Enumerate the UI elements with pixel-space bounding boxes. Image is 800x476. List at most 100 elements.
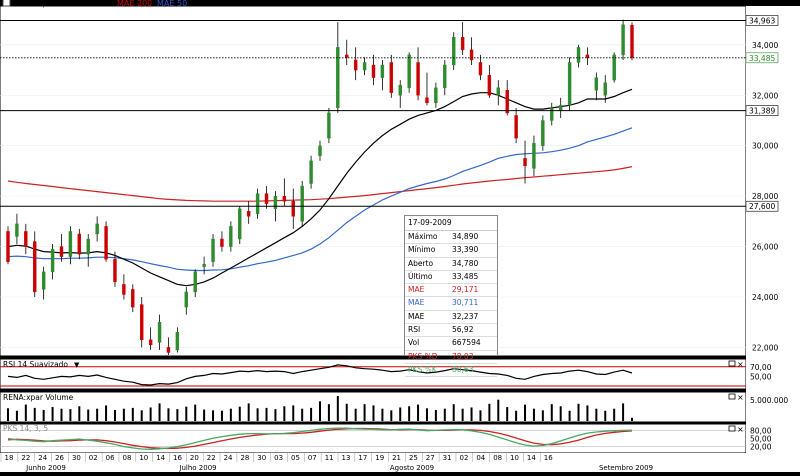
day-tick-label: 25 bbox=[409, 454, 418, 462]
volume-bar bbox=[550, 404, 553, 421]
volume-bar bbox=[256, 408, 259, 421]
dropdown-arrow-icon[interactable]: ▼ bbox=[74, 361, 80, 369]
grid-lines bbox=[0, 44, 746, 348]
rsi-line bbox=[7, 364, 633, 386]
volume-bar bbox=[229, 408, 232, 421]
candle-body bbox=[362, 62, 367, 71]
maximize-icon[interactable] bbox=[728, 425, 736, 432]
volume-bar bbox=[158, 403, 161, 421]
candle-body bbox=[550, 107, 554, 121]
candle-body bbox=[336, 47, 340, 109]
day-tick-label: 14 bbox=[156, 454, 165, 462]
price-tick-label: 26,000 bbox=[752, 243, 778, 252]
candle-body bbox=[460, 37, 465, 51]
level-label-box bbox=[745, 200, 779, 212]
tooltip-row-value: 34,890 bbox=[452, 232, 479, 241]
tooltip-row-label: MAE bbox=[408, 298, 425, 308]
header-icon[interactable] bbox=[2, 0, 11, 7]
volume-bar bbox=[310, 407, 313, 421]
day-tick-label: 26 bbox=[55, 454, 64, 462]
day-tick-label: 18 bbox=[5, 454, 14, 462]
day-tick-label: 16 bbox=[173, 454, 182, 462]
last-price-label: 33,485 bbox=[749, 54, 775, 63]
volume-tick-label: 5.000.000 bbox=[750, 396, 788, 405]
candle-body bbox=[407, 54, 411, 88]
candle-body bbox=[603, 82, 607, 96]
tooltip-row-label: RSI bbox=[408, 325, 421, 335]
dropdown-arrow-icon[interactable]: ▼ bbox=[222, 1, 227, 8]
tooltip-row: RSI 56,92 bbox=[405, 324, 497, 338]
dropdown-arrow-icon[interactable]: ▼ bbox=[112, 1, 117, 8]
ma-line-mae-20 bbox=[7, 88, 633, 287]
day-tick-label: 27 bbox=[426, 454, 435, 462]
volume-bar bbox=[167, 408, 170, 421]
level-label-box bbox=[745, 15, 779, 26]
candle-body bbox=[282, 195, 287, 202]
day-tick-label: 24 bbox=[224, 454, 233, 462]
volume-bar bbox=[24, 404, 27, 421]
volume-bar bbox=[452, 404, 455, 421]
volume-bar bbox=[461, 408, 464, 421]
close-icon[interactable]: × bbox=[737, 393, 744, 402]
rsi-panel[interactable] bbox=[0, 358, 747, 390]
tooltip-row-label: Último bbox=[408, 271, 433, 281]
volume-bar bbox=[577, 403, 580, 421]
day-tick-label: 22 bbox=[207, 454, 216, 462]
price-tick-label: 28,000 bbox=[752, 192, 778, 201]
candle-body bbox=[175, 332, 180, 351]
maximize-icon[interactable] bbox=[728, 360, 736, 367]
volume-bar bbox=[274, 409, 277, 421]
volume-bar bbox=[69, 409, 72, 421]
day-tick-label: 20 bbox=[190, 454, 199, 462]
candle-body bbox=[523, 158, 527, 167]
volume-bar bbox=[434, 409, 437, 421]
volume-bar bbox=[479, 410, 482, 421]
tooltip-row: Mínimo 33,390 bbox=[405, 244, 497, 258]
day-tick-label: 13 bbox=[342, 454, 351, 462]
tooltip-row: Aberto 34,780 bbox=[405, 258, 497, 271]
tooltip-row-value: 34,780 bbox=[452, 258, 479, 268]
candle-body bbox=[532, 142, 536, 169]
price-tick-label: 32,000 bbox=[752, 91, 778, 100]
candle-body bbox=[59, 246, 64, 257]
tooltip-row: PKS %D 78,03 bbox=[405, 351, 497, 364]
volume-bar bbox=[51, 407, 54, 421]
dropdown-arrow-icon[interactable]: ▼ bbox=[151, 1, 156, 8]
level-label: 31,389 bbox=[749, 107, 775, 116]
last-price-box bbox=[745, 52, 779, 64]
pks-line-pks-d bbox=[7, 427, 633, 450]
candle-body bbox=[140, 304, 144, 341]
day-tick-label: 02 bbox=[459, 454, 468, 462]
day-tick-label: 30 bbox=[72, 454, 81, 462]
candle-body bbox=[211, 238, 215, 262]
tooltip-row-value: 80,63 bbox=[452, 364, 474, 374]
volume-bar bbox=[622, 403, 625, 421]
price-tick-label: 34,000 bbox=[752, 41, 778, 50]
volume-bar bbox=[372, 405, 375, 421]
chart-header: RENA:xpar Diário TMG+0 MAE 200 MAE 50 MA… bbox=[2, 0, 223, 8]
candle-body bbox=[41, 271, 46, 290]
candle-body bbox=[398, 84, 402, 96]
maximize-icon[interactable] bbox=[728, 393, 736, 400]
dropdown-arrow-icon[interactable]: ▼ bbox=[187, 1, 192, 8]
candle-body bbox=[309, 160, 313, 184]
volume-bar bbox=[631, 417, 633, 421]
candle-body bbox=[122, 284, 126, 295]
candle-body bbox=[371, 64, 376, 78]
volume-bar bbox=[586, 405, 589, 421]
data-tooltip: 17-09-2009 Máximo 34,890 Mínimo 33,390 Abert… bbox=[404, 215, 498, 378]
candle-body bbox=[478, 62, 483, 76]
volume-bar bbox=[524, 404, 527, 421]
close-icon[interactable]: × bbox=[737, 360, 744, 369]
volume-bar bbox=[113, 409, 116, 421]
price-panel[interactable] bbox=[0, 5, 747, 357]
candle-body bbox=[220, 238, 224, 247]
price-tick-label: 24,000 bbox=[752, 293, 778, 302]
close-icon[interactable]: × bbox=[737, 425, 744, 434]
day-tick-label: 07 bbox=[308, 454, 317, 462]
x-axis-labels: 18 22 24 26 30 02 06 08 10 14 16 20 22 24 28 30 03 05 07 11… bbox=[0, 453, 653, 472]
pks-series bbox=[0, 427, 746, 450]
rsi-series bbox=[0, 364, 746, 387]
day-tick-label: 17 bbox=[358, 454, 367, 462]
